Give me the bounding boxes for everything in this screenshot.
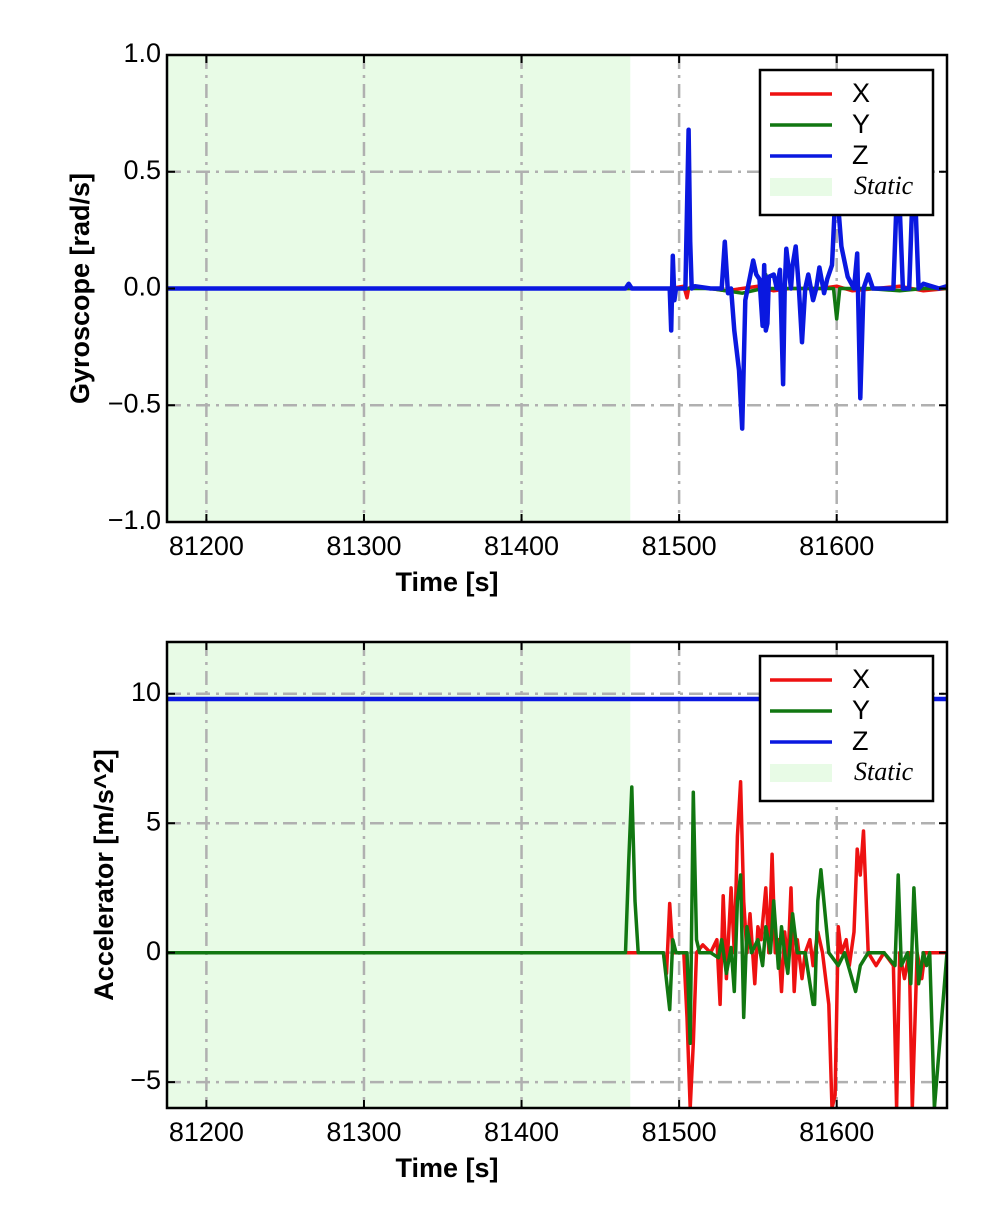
x-tick-label: 81400 bbox=[484, 1117, 559, 1147]
y-tick-label: −0.5 bbox=[108, 388, 161, 418]
x-tick-label: 81400 bbox=[484, 531, 559, 561]
x-tick-label: 81500 bbox=[642, 531, 717, 561]
x-axis-label: Time [s] bbox=[395, 1153, 498, 1183]
x-tick-label: 81600 bbox=[799, 531, 874, 561]
legend-label-static: Static bbox=[854, 757, 914, 786]
static-region bbox=[167, 642, 631, 1108]
legend-label-y: Y bbox=[852, 109, 870, 139]
y-axis-label: Gyroscope [rad/s] bbox=[65, 173, 95, 404]
x-tick-label: 81500 bbox=[642, 1117, 717, 1147]
legend-swatch-static bbox=[770, 178, 832, 196]
x-tick-label: 81200 bbox=[169, 1117, 244, 1147]
x-axis-label: Time [s] bbox=[395, 567, 498, 597]
y-axis-label: Accelerator [m/s^2] bbox=[89, 749, 119, 1000]
series-line-z bbox=[167, 127, 947, 431]
legend-label-z: Z bbox=[852, 726, 869, 756]
y-tick-label: 0.5 bbox=[123, 155, 161, 185]
y-tick-label: −1.0 bbox=[108, 505, 161, 535]
legend-label-x: X bbox=[852, 664, 870, 694]
legend-label-x: X bbox=[852, 78, 870, 108]
x-tick-label: 81200 bbox=[169, 531, 244, 561]
x-tick-label: 81300 bbox=[326, 1117, 401, 1147]
legend-swatch-static bbox=[770, 764, 832, 782]
x-tick-label: 81600 bbox=[799, 1117, 874, 1147]
y-tick-label: −5 bbox=[130, 1065, 161, 1095]
chart-panel-2: 81200 81300 81400 81500 81600 10 5 0 −5 Time [s] A… bbox=[89, 640, 949, 1183]
x-tick-label: 81300 bbox=[326, 531, 401, 561]
y-tick-label: 10 bbox=[131, 677, 161, 707]
plot-frame bbox=[165, 640, 949, 1110]
legend-label-y: Y bbox=[852, 695, 870, 725]
y-tick-label: 0 bbox=[146, 936, 161, 966]
legend-label-static: Static bbox=[854, 171, 914, 200]
legend-label-z: Z bbox=[852, 140, 869, 170]
y-tick-label: 1.0 bbox=[123, 38, 161, 68]
y-tick-label: 5 bbox=[146, 806, 161, 836]
y-tick-label: 0.0 bbox=[123, 272, 161, 302]
chart-panel-1: 81200 81300 81400 81500 81600 1.0 0.5 0.0 −0.5 −1… bbox=[65, 38, 949, 597]
series-line-y bbox=[167, 785, 947, 1108]
